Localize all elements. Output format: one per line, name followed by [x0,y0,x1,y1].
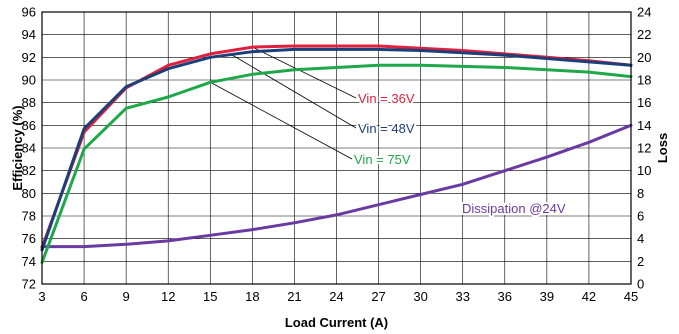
x-tick-label-10: 33 [455,289,469,304]
y-tick-label-10: 92 [22,50,36,65]
plot-frame [41,11,632,285]
series-line-3 [40,123,633,249]
y-tick-label-3: 78 [22,209,36,224]
leader-line-0 [252,46,357,99]
y-tick-label-7: 86 [22,118,36,133]
y2-tick-label-11: 22 [637,27,651,42]
x-tick-label-3: 12 [161,289,175,304]
series-line-1 [40,47,633,252]
x-tick-label-6: 21 [287,289,301,304]
y-tick-label-8: 88 [22,95,36,110]
leader-lines [210,46,357,160]
annotation-label-1: Vin = 48V [358,121,415,136]
y2-tick-label-3: 6 [637,209,644,224]
leader-line-2 [210,81,353,160]
annotation-label-dissipation: Dissipation @24V [462,201,566,216]
annotations: Vin = 36V Vin = 48V Vin = 75V Dissipation @… [352,89,568,218]
x-tick-label-14: 45 [624,289,638,304]
y2-tick-label-0: 0 [637,277,644,292]
y-tick-label-0: 72 [22,277,36,292]
x-tick-label-9: 30 [413,289,427,304]
x-axis-label: Load Current (A) [285,315,388,330]
y2-tick-label-4: 8 [637,186,644,201]
y-axis-label: Efficiency (%) [10,105,25,190]
y2-tick-label-2: 4 [637,231,644,246]
x-tick-label-2: 9 [123,289,130,304]
y-tick-label-12: 96 [22,5,36,20]
y-tick-label-9: 90 [22,73,36,88]
y2-tick-label-5: 10 [637,163,651,178]
series-lines [40,44,633,264]
y-tick-label-6: 84 [22,141,36,156]
x-axis-ticks: 3 6 9 12 15 18 21 24 27 30 33 36 39 42 45 [38,289,638,304]
y2-tick-label-8: 16 [637,95,651,110]
y2-tick-label-9: 18 [637,73,651,88]
y-tick-label-11: 94 [22,27,36,42]
x-tick-label-11: 36 [498,289,512,304]
y-tick-label-5: 82 [22,163,36,178]
series-line-2 [40,63,633,264]
x-tick-label-8: 27 [371,289,385,304]
y2-tick-label-1: 2 [637,254,644,269]
y-tick-label-1: 74 [22,254,36,269]
annotation-label-2: Vin = 75V [354,152,411,167]
grid [41,11,632,285]
left-axis-ticks: 72 74 76 78 80 82 84 86 88 90 92 94 96 [22,5,36,292]
y2-axis-label: Loss [655,133,670,163]
x-tick-label-1: 6 [80,289,87,304]
leader-line-1 [231,54,357,129]
y2-tick-label-12: 24 [637,5,651,20]
x-tick-label-13: 42 [582,289,596,304]
x-tick-label-0: 3 [38,289,45,304]
x-tick-label-4: 15 [203,289,217,304]
y-tick-label-4: 80 [22,186,36,201]
y2-tick-label-7: 14 [637,118,651,133]
annotation-label-0: Vin = 36V [358,91,415,106]
x-tick-label-7: 24 [329,289,343,304]
x-tick-label-5: 18 [245,289,259,304]
y2-tick-label-10: 20 [637,50,651,65]
y-tick-label-2: 76 [22,231,36,246]
x-tick-label-12: 39 [540,289,554,304]
y2-tick-label-6: 12 [637,141,651,156]
